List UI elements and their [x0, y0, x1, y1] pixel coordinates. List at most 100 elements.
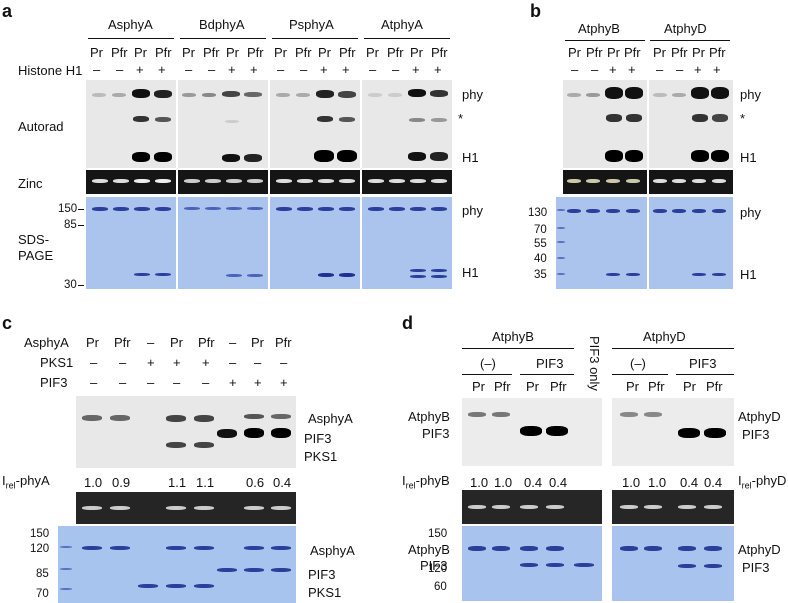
group-line [180, 38, 266, 39]
cell: – [254, 355, 262, 370]
lane-label: Pr [626, 379, 639, 394]
subgroup-pif3-d: PIF3 [689, 356, 717, 371]
irel-value: 0.4 [704, 475, 723, 490]
sign: + [320, 62, 328, 77]
lane-label: Pr [568, 45, 581, 60]
gel-b2 [649, 197, 733, 289]
lane-label: Pr [653, 45, 666, 60]
lane-label: Pfr [387, 45, 404, 60]
autorad-label: Autorad [18, 119, 64, 134]
lane-label: Pr [683, 379, 696, 394]
cell: + [280, 375, 288, 390]
autorad-blot-bdphya [178, 80, 268, 168]
marker-60-d: 60 [434, 581, 447, 593]
sign: + [609, 62, 617, 77]
irel-value: 1.0 [494, 475, 513, 490]
irel-prefix: I [2, 473, 6, 488]
cell: + [173, 355, 181, 370]
panel-d-letter: d [402, 313, 413, 333]
h1-label-b: H1 [740, 150, 757, 165]
autorad-blot-c [76, 396, 296, 468]
zinc-label: Zinc [18, 176, 43, 191]
cell: – [173, 375, 181, 390]
zinc-blot-a2 [178, 170, 268, 194]
group-label-atphyd-b: AtphyD [664, 21, 707, 36]
zinc-blot-b2 [649, 170, 733, 194]
asterisk-label-a: * [458, 111, 464, 126]
marker-70-c: 70 [36, 588, 49, 600]
sign: + [250, 62, 258, 77]
zinc-blot-a1 [86, 170, 176, 194]
cell: Pr [86, 335, 99, 350]
lane-label: Pr [90, 45, 103, 60]
pif3-gel-right-label: PIF3 [742, 560, 770, 575]
lane-label: Pr [526, 379, 539, 394]
sds-page-label: SDS- PAGE [18, 232, 54, 263]
cell: – [202, 375, 210, 390]
sign: + [412, 62, 420, 77]
subgroup-line [462, 374, 512, 375]
irel-label-d-left: Irel-phyB [402, 473, 450, 491]
irel-value: 0.4 [524, 475, 543, 490]
sign: – [656, 62, 664, 77]
lane-label: Pr [226, 45, 239, 60]
zinc-blot-c [76, 492, 296, 524]
irel-suffix: phyD [755, 473, 787, 488]
lane-label: Pfr [671, 45, 688, 60]
lane-label: Pr [472, 379, 485, 394]
cell: + [147, 355, 155, 370]
irel-value: 0.4 [680, 475, 699, 490]
lane-label: Pfr [494, 379, 511, 394]
gel-d2 [612, 526, 734, 601]
lane-label: Pr [607, 45, 620, 60]
irel-suffix: phyB [419, 473, 450, 488]
subgroup-line [520, 374, 574, 375]
subgroup-minus-b: (–) [480, 356, 496, 371]
h1-label-a: H1 [462, 150, 479, 165]
marker-40-b: 40 [534, 253, 547, 265]
panel-b-letter: b [530, 1, 541, 21]
h1-gel-label-b: H1 [740, 267, 757, 282]
zinc-blot-a3 [270, 170, 360, 194]
lane-label: Pfr [339, 45, 356, 60]
irel-value: 0.6 [246, 475, 265, 490]
marker-85-a: 85 [64, 219, 77, 231]
autorad-blot-d2 [612, 398, 734, 466]
sign: + [228, 62, 236, 77]
group-label-bdphya: BdphyA [199, 17, 245, 32]
tick [78, 225, 84, 226]
sign: + [136, 62, 144, 77]
lane-label: Pfr [155, 45, 172, 60]
subgroup-pif3-b: PIF3 [536, 356, 564, 371]
pif3-gel-label-c: PIF3 [308, 567, 336, 582]
cell: – [229, 335, 237, 350]
sign: – [116, 62, 124, 77]
marker-55-b: 55 [534, 238, 547, 250]
group-line [650, 40, 730, 41]
lane-label: Pr [182, 45, 195, 60]
sign: – [208, 62, 216, 77]
marker-130-b: 130 [528, 207, 548, 219]
pif3-gel-left-label: PIF3 [420, 558, 448, 573]
irel-value: 1.0 [648, 475, 667, 490]
sign: + [628, 62, 636, 77]
pif3-right-label: PIF3 [742, 427, 770, 442]
marker-85-c: 85 [36, 568, 49, 580]
cell: Pfr [198, 335, 215, 350]
panel-a-letter: a [2, 1, 13, 21]
pks1-gel-label-c: PKS1 [308, 585, 342, 600]
tick [78, 209, 84, 210]
cell: Pfr [275, 335, 292, 350]
zinc-blot-d1 [462, 490, 602, 524]
lane-label: Pfr [550, 379, 567, 394]
sign: – [571, 62, 579, 77]
lane-label: Pfr [247, 45, 264, 60]
group-label-atphyb-d: AtphyB [492, 329, 534, 344]
cell: + [202, 355, 210, 370]
lane-label: Pfr [203, 45, 220, 60]
panel-c-letter: c [2, 313, 13, 333]
atphyd-gel-right-label: AtphyD [738, 542, 781, 557]
lane-label: Pr [692, 45, 705, 60]
cell: + [229, 375, 237, 390]
lane-label: Pfr [111, 45, 128, 60]
